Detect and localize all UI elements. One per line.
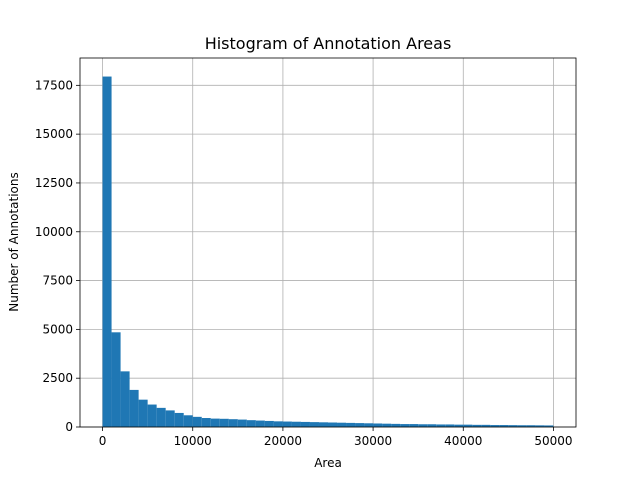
x-tick-label: 30000 bbox=[354, 434, 392, 448]
histogram-bar bbox=[318, 422, 328, 427]
plot-frame bbox=[79, 57, 577, 428]
x-tick-label: 20000 bbox=[264, 434, 302, 448]
histogram-bar bbox=[373, 423, 383, 427]
x-axis-ticks: 0 10000 20000 30000 40000 50000 bbox=[99, 427, 573, 448]
grid-lines bbox=[80, 58, 576, 428]
histogram-bar bbox=[481, 424, 491, 427]
histogram-bar bbox=[472, 424, 482, 427]
histogram-bar bbox=[192, 416, 202, 427]
y-axis-label: Number of Annotations bbox=[7, 172, 21, 311]
plot-area-background bbox=[80, 58, 576, 427]
y-tick-label: 2500 bbox=[42, 371, 73, 385]
histogram-bar bbox=[427, 424, 437, 427]
histogram-bar bbox=[138, 399, 148, 427]
histogram-bar bbox=[418, 424, 428, 427]
histogram-bar bbox=[337, 422, 347, 427]
histogram-bar bbox=[156, 407, 166, 427]
y-tick-label: 15000 bbox=[35, 127, 73, 141]
histogram-bar bbox=[228, 419, 238, 427]
histogram-bar bbox=[102, 76, 112, 428]
histogram-bar bbox=[210, 418, 220, 427]
histogram-bar bbox=[255, 420, 265, 427]
histogram-bar bbox=[300, 421, 310, 427]
y-tick-label: 17500 bbox=[35, 78, 73, 92]
y-tick-label: 10000 bbox=[35, 225, 73, 239]
histogram-bar bbox=[147, 404, 157, 427]
histogram-bar bbox=[165, 410, 175, 427]
y-axis-ticks: 0 2500 5000 7500 10000 12500 15000 17500 bbox=[35, 78, 80, 434]
histogram-bar bbox=[273, 421, 283, 427]
histogram-bar bbox=[409, 424, 419, 427]
histogram-bar bbox=[436, 424, 446, 427]
histogram-bar bbox=[201, 418, 211, 427]
histogram-bars bbox=[102, 76, 554, 428]
histogram-bar bbox=[174, 412, 184, 427]
histogram-bar bbox=[508, 425, 518, 427]
y-tick-label: 7500 bbox=[42, 274, 73, 288]
histogram-bar bbox=[526, 425, 536, 427]
histogram-bar bbox=[346, 422, 356, 427]
histogram-bar bbox=[120, 371, 130, 427]
y-tick-label: 5000 bbox=[42, 322, 73, 336]
histogram-bar bbox=[454, 424, 464, 427]
histogram-bar bbox=[544, 425, 554, 427]
histogram-bar bbox=[400, 424, 410, 427]
histogram-bar bbox=[382, 423, 392, 427]
histogram-bar bbox=[355, 423, 365, 427]
histogram-bar bbox=[445, 424, 455, 427]
x-axis-label: Area bbox=[314, 456, 342, 470]
histogram-bar bbox=[490, 425, 500, 427]
histogram-bar bbox=[535, 425, 545, 427]
x-tick-label: 0 bbox=[99, 434, 107, 448]
chart-title: Histogram of Annotation Areas bbox=[205, 34, 452, 53]
histogram-bar bbox=[183, 415, 193, 427]
histogram-bar bbox=[246, 420, 256, 427]
histogram-bar bbox=[111, 332, 121, 427]
histogram-bar bbox=[282, 421, 292, 427]
histogram-bar bbox=[391, 423, 401, 427]
histogram-bar bbox=[328, 422, 338, 427]
x-tick-label: 10000 bbox=[174, 434, 212, 448]
histogram-bar bbox=[517, 425, 527, 427]
x-tick-label: 50000 bbox=[534, 434, 572, 448]
histogram-bar bbox=[309, 422, 319, 427]
histogram-bar bbox=[463, 424, 473, 427]
y-tick-label: 12500 bbox=[35, 176, 73, 190]
histogram-bar bbox=[364, 423, 374, 427]
histogram-bar bbox=[237, 419, 247, 427]
y-tick-label: 0 bbox=[65, 420, 73, 434]
histogram-bar bbox=[219, 418, 229, 427]
histogram-bar bbox=[499, 425, 509, 427]
histogram-bar bbox=[129, 389, 139, 427]
histogram-bar bbox=[291, 421, 301, 427]
histogram-bar bbox=[264, 420, 274, 427]
x-tick-label: 40000 bbox=[444, 434, 482, 448]
